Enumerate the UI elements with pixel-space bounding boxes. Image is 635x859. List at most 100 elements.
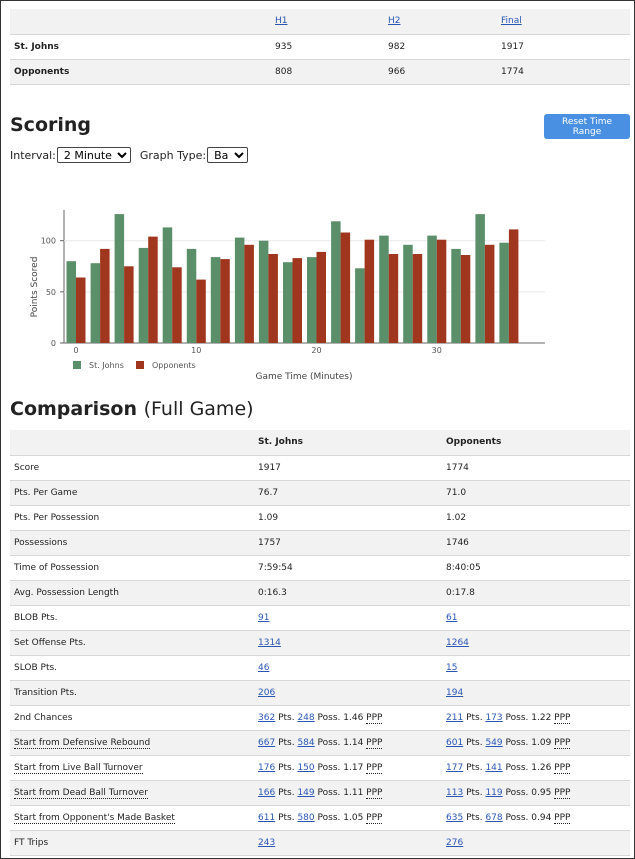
bar-st-johns[interactable] <box>66 261 77 343</box>
points-link[interactable]: 362 <box>258 712 276 723</box>
bar-opponents[interactable] <box>484 244 495 343</box>
bar-opponents[interactable] <box>388 254 399 343</box>
points-link[interactable]: 177 <box>446 762 464 773</box>
stat-value-link[interactable]: 46 <box>258 662 270 673</box>
possessions-link[interactable]: 149 <box>297 787 315 798</box>
bar-opponents[interactable] <box>148 236 158 343</box>
bar-opponents[interactable] <box>196 279 206 343</box>
reset-time-range-button[interactable]: Reset Time Range <box>544 114 630 139</box>
possessions-link[interactable]: 173 <box>485 712 503 723</box>
bar-opponents[interactable] <box>172 267 182 343</box>
bar-opponents[interactable] <box>244 244 254 343</box>
interval-select[interactable]: 2 Minutes <box>56 147 131 163</box>
bar-st-johns[interactable] <box>499 242 509 343</box>
possessions-link[interactable]: 150 <box>297 762 315 773</box>
h1-link[interactable]: H1 <box>275 16 288 27</box>
possessions-link[interactable]: 248 <box>297 712 315 723</box>
points-link[interactable]: 211 <box>446 712 464 723</box>
stat-value-link[interactable]: 243 <box>258 837 276 848</box>
possessions-link[interactable]: 580 <box>297 812 315 823</box>
opponents-value: 194 <box>442 679 630 705</box>
bar-st-johns[interactable] <box>210 257 221 343</box>
st-johns-value: 91 <box>254 604 442 630</box>
h1-value: 808 <box>271 58 384 85</box>
table-row: Pts. Per Game 76.7 71.0 <box>10 479 630 505</box>
bar-opponents[interactable] <box>316 251 327 343</box>
st-johns-value: 76.7 <box>254 479 442 505</box>
bar-opponents[interactable] <box>76 277 86 344</box>
bar-opponents[interactable] <box>436 239 447 343</box>
bar-opponents[interactable] <box>364 239 375 343</box>
st-johns-value: 0:16.3 <box>254 579 442 605</box>
ppp-label: PPP <box>554 737 571 749</box>
table-row: Score 1917 1774 <box>10 454 630 480</box>
bar-st-johns[interactable] <box>403 244 413 343</box>
stat-value-link[interactable]: 276 <box>446 837 464 848</box>
opponents-value: 276 <box>442 829 630 856</box>
bar-opponents[interactable] <box>124 266 134 343</box>
h2-link[interactable]: H2 <box>388 16 401 27</box>
opponents-value: 601 Pts. 549 Poss. 1.09 PPP <box>442 729 630 755</box>
stat-value-link[interactable]: 61 <box>446 612 458 623</box>
table-row: Opponents 808 966 1774 <box>10 58 630 85</box>
possessions-link[interactable]: 141 <box>485 762 503 773</box>
points-link[interactable]: 166 <box>258 787 276 798</box>
bar-opponents[interactable] <box>412 254 423 343</box>
bar-opponents[interactable] <box>268 254 278 343</box>
stat-value-link[interactable]: 1314 <box>258 637 281 648</box>
points-link[interactable]: 667 <box>258 737 276 748</box>
stat-label: Avg. Possession Length <box>14 587 119 598</box>
bar-st-johns[interactable] <box>475 214 485 343</box>
bar-st-johns[interactable] <box>283 262 293 343</box>
opponents-value: 1746 <box>442 529 630 555</box>
bar-st-johns[interactable] <box>162 227 173 343</box>
bar-opponents[interactable] <box>100 248 110 343</box>
bar-st-johns[interactable] <box>331 221 341 343</box>
stat-value-link[interactable]: 15 <box>446 662 458 673</box>
bar-opponents[interactable] <box>508 229 519 343</box>
bar-opponents[interactable] <box>460 255 471 343</box>
x-tick-label: 10 <box>191 346 201 355</box>
points-link[interactable]: 601 <box>446 737 464 748</box>
bar-st-johns[interactable] <box>138 247 149 343</box>
opponents-value: 113 Pts. 119 Poss. 0.95 PPP <box>442 779 630 805</box>
points-link[interactable]: 176 <box>258 762 276 773</box>
stat-value-link[interactable]: 1264 <box>446 637 469 648</box>
header-stat <box>10 430 254 455</box>
bar-opponents[interactable] <box>292 258 303 343</box>
bar-st-johns[interactable] <box>234 237 245 343</box>
points-label: Pts. <box>278 812 295 823</box>
bar-st-johns[interactable] <box>114 214 125 343</box>
bar-opponents[interactable] <box>340 232 351 344</box>
possessions-link[interactable]: 678 <box>485 812 503 823</box>
ppp-value: 1.17 <box>343 762 364 773</box>
st-johns-value: 166 Pts. 149 Poss. 1.11 PPP <box>254 779 442 805</box>
stat-value-link[interactable]: 91 <box>258 612 270 623</box>
header-h2: H2 <box>384 9 497 34</box>
stat-value-link[interactable]: 194 <box>446 687 464 698</box>
bar-st-johns[interactable] <box>258 240 269 343</box>
final-link[interactable]: Final <box>501 16 522 27</box>
final-value: 1917 <box>497 33 630 59</box>
possessions-link[interactable]: 119 <box>485 787 503 798</box>
bar-opponents[interactable] <box>220 259 230 343</box>
bar-st-johns[interactable] <box>379 235 389 343</box>
comparison-table: St. Johns Opponents Score 1917 1774 Pts. Pe… <box>10 430 630 856</box>
bar-st-johns[interactable] <box>307 257 317 343</box>
points-link[interactable]: 635 <box>446 812 464 823</box>
stat-value-link[interactable]: 206 <box>258 687 276 698</box>
bar-st-johns[interactable] <box>186 248 197 343</box>
bar-st-johns[interactable] <box>90 263 101 343</box>
bar-st-johns[interactable] <box>451 248 461 343</box>
opponents-value: 71.0 <box>442 479 630 505</box>
opponents-value: 15 <box>442 654 630 680</box>
bar-st-johns[interactable] <box>427 235 437 343</box>
bar-st-johns[interactable] <box>355 268 365 343</box>
legend-swatch-st-johns <box>73 361 81 369</box>
points-link[interactable]: 113 <box>446 787 464 798</box>
possessions-link[interactable]: 584 <box>297 737 315 748</box>
ppp-value: 1.26 <box>531 762 552 773</box>
points-link[interactable]: 611 <box>258 812 276 823</box>
possessions-link[interactable]: 549 <box>485 737 503 748</box>
graph-type-select[interactable]: Bar <box>207 147 249 163</box>
